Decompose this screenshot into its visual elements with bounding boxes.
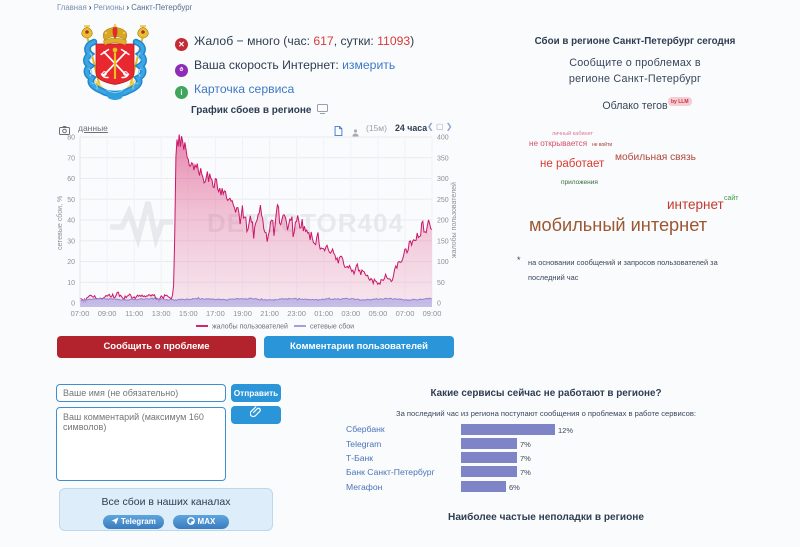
svg-text:350: 350 [437,155,449,162]
svg-text:07:00: 07:00 [71,309,90,318]
svg-text:0: 0 [71,301,75,308]
svg-text:23:00: 23:00 [287,309,306,318]
svg-text:01:00: 01:00 [314,309,333,318]
svg-text:сетевые сбои, %: сетевые сбои, % [56,196,64,250]
svg-text:40: 40 [67,218,75,225]
svg-text:0: 0 [437,301,441,308]
svg-text:20: 20 [67,259,75,266]
svg-text:13:00: 13:00 [152,309,171,318]
svg-text:70: 70 [67,155,75,162]
svg-text:150: 150 [437,238,449,245]
svg-text:21:00: 21:00 [260,309,279,318]
svg-text:09:00: 09:00 [98,309,117,318]
svg-text:50: 50 [437,280,445,287]
svg-text:30: 30 [67,238,75,245]
svg-text:11:00: 11:00 [125,309,143,318]
svg-text:07:00: 07:00 [396,309,415,318]
svg-text:300: 300 [437,176,449,183]
svg-text:жалобы пользователей: жалобы пользователей [450,182,458,258]
svg-text:50: 50 [67,197,75,204]
svg-text:17:00: 17:00 [206,309,225,318]
svg-text:09:00: 09:00 [423,309,442,318]
svg-text:60: 60 [67,176,75,183]
svg-text:жалобы пользователей: жалобы пользователей [212,323,288,331]
svg-text:сетевые сбои: сетевые сбои [310,323,354,331]
svg-text:100: 100 [437,259,449,266]
svg-text:05:00: 05:00 [369,309,388,318]
svg-text:80: 80 [67,135,75,142]
svg-text:400: 400 [437,135,449,142]
svg-text:250: 250 [437,197,449,204]
svg-text:200: 200 [437,218,449,225]
svg-text:10: 10 [67,280,75,287]
svg-text:19:00: 19:00 [233,309,252,318]
svg-text:03:00: 03:00 [341,309,360,318]
svg-text:15:00: 15:00 [179,309,198,318]
